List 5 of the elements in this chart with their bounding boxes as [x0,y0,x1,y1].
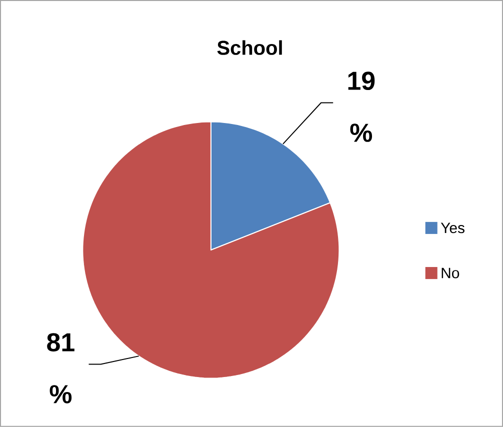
legend-label: Yes [440,222,464,234]
chart-title: School [217,40,282,55]
text: 81 % [47,333,74,404]
legend-label: No [442,268,460,278]
text: 19 % [348,72,375,142]
